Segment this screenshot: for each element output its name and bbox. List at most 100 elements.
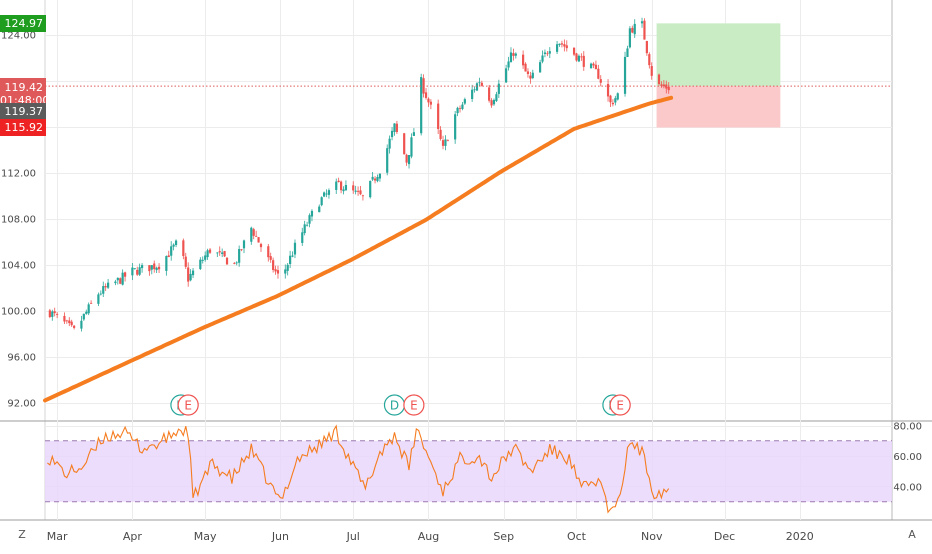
candle-down — [223, 251, 226, 257]
candle-up — [456, 107, 459, 114]
candle-up — [242, 240, 246, 249]
time-axis-label: Oct — [567, 530, 587, 543]
candle-down — [427, 98, 430, 103]
candle-down — [352, 185, 355, 191]
candle-up — [165, 256, 168, 271]
price-tick-label: 124.00 — [1, 31, 36, 42]
candle-down — [480, 82, 483, 86]
candle-up — [577, 55, 581, 62]
earnings-marker-letter: E — [184, 399, 192, 413]
candle-up — [306, 224, 309, 226]
candle-down — [123, 272, 127, 277]
candle-up — [191, 270, 195, 276]
candle-down — [272, 260, 275, 270]
candle-down — [606, 83, 610, 97]
candle-up — [344, 185, 348, 191]
candle-up — [82, 313, 85, 320]
candle-down — [441, 140, 445, 146]
earnings-marker[interactable] — [177, 394, 199, 416]
candle-down — [361, 195, 365, 197]
candle-down — [148, 265, 151, 272]
candle-up — [250, 227, 253, 242]
candle-up — [303, 224, 306, 234]
candle-up — [325, 193, 328, 195]
candle-down — [524, 63, 527, 72]
candle-down — [70, 321, 73, 326]
candle-down — [439, 129, 442, 139]
price-tick-label: 112.00 — [1, 169, 36, 180]
candle-down — [599, 79, 602, 83]
candle-up — [475, 83, 479, 91]
candle-down — [240, 249, 243, 251]
candle-down — [73, 325, 76, 328]
candle-down — [218, 251, 221, 253]
time-axis-label: Nov — [641, 530, 663, 543]
candle-down — [405, 154, 408, 163]
candle-up — [616, 93, 619, 100]
axes: 124.00 112.00 108.00 104.00 100.00 96.00 92.00… — [1, 31, 922, 543]
event-markers[interactable]: DEDEDE — [170, 394, 631, 416]
candle-down — [667, 86, 670, 91]
earnings-marker[interactable] — [403, 394, 425, 416]
candle-up — [507, 61, 510, 68]
candle-down — [437, 103, 440, 130]
candle-down — [153, 263, 156, 270]
candle-up — [633, 23, 636, 35]
auto-scale-button[interactable]: A — [908, 528, 916, 541]
candle-up — [463, 99, 466, 104]
candle-down — [65, 320, 68, 322]
candle-down — [276, 270, 280, 274]
candle-up — [114, 281, 117, 284]
time-axis-label: Jul — [346, 530, 360, 543]
candle-up — [538, 62, 542, 73]
candle-up — [342, 189, 345, 192]
candle-down — [645, 41, 648, 54]
candle-down — [572, 47, 576, 55]
candle-down — [609, 95, 612, 103]
candle-down — [184, 256, 187, 267]
earnings-marker[interactable] — [609, 394, 631, 416]
candle-up — [444, 139, 447, 146]
candle-up — [376, 176, 379, 182]
price-tick-label: 96.00 — [7, 353, 36, 364]
zoom-reset-button[interactable]: Z — [18, 528, 26, 541]
candle-down — [119, 278, 122, 284]
candle-up — [548, 51, 551, 54]
time-axis-label: Apr — [123, 530, 143, 543]
candle-up — [509, 52, 513, 63]
candle-up — [235, 262, 238, 264]
candle-down — [167, 255, 170, 257]
candle-up — [238, 249, 241, 263]
time-axis-label: Jun — [271, 530, 289, 543]
candle-up — [131, 267, 134, 276]
candle-up — [189, 273, 192, 281]
candle-down — [339, 181, 343, 191]
candle-down — [53, 311, 56, 314]
candle-up — [371, 176, 374, 180]
candle-down — [90, 302, 93, 304]
candle-up — [412, 132, 415, 136]
candle-up — [107, 282, 110, 288]
candle-down — [660, 84, 663, 86]
candle-up — [102, 286, 105, 294]
candle-up — [514, 53, 517, 56]
time-axis-label: Dec — [714, 530, 735, 543]
price-tick-label: 104.00 — [1, 261, 36, 272]
candle-up — [388, 138, 391, 149]
earnings-marker-letter: E — [410, 399, 418, 413]
rsi-tick-label: 60.00 — [893, 452, 922, 463]
candle-up — [291, 255, 294, 257]
position-zones[interactable] — [656, 23, 781, 128]
candle-down — [259, 243, 263, 248]
candle-up — [204, 255, 207, 260]
candle-down — [522, 54, 525, 66]
candle-up — [410, 137, 413, 157]
candle-down — [182, 240, 185, 257]
candle-down — [611, 102, 615, 105]
candle-down — [424, 92, 428, 98]
candle-up — [623, 56, 627, 94]
candle-up — [454, 114, 457, 140]
rsi-tick-label: 80.00 — [893, 422, 922, 433]
candle-down — [157, 266, 161, 270]
candle-down — [252, 229, 255, 236]
